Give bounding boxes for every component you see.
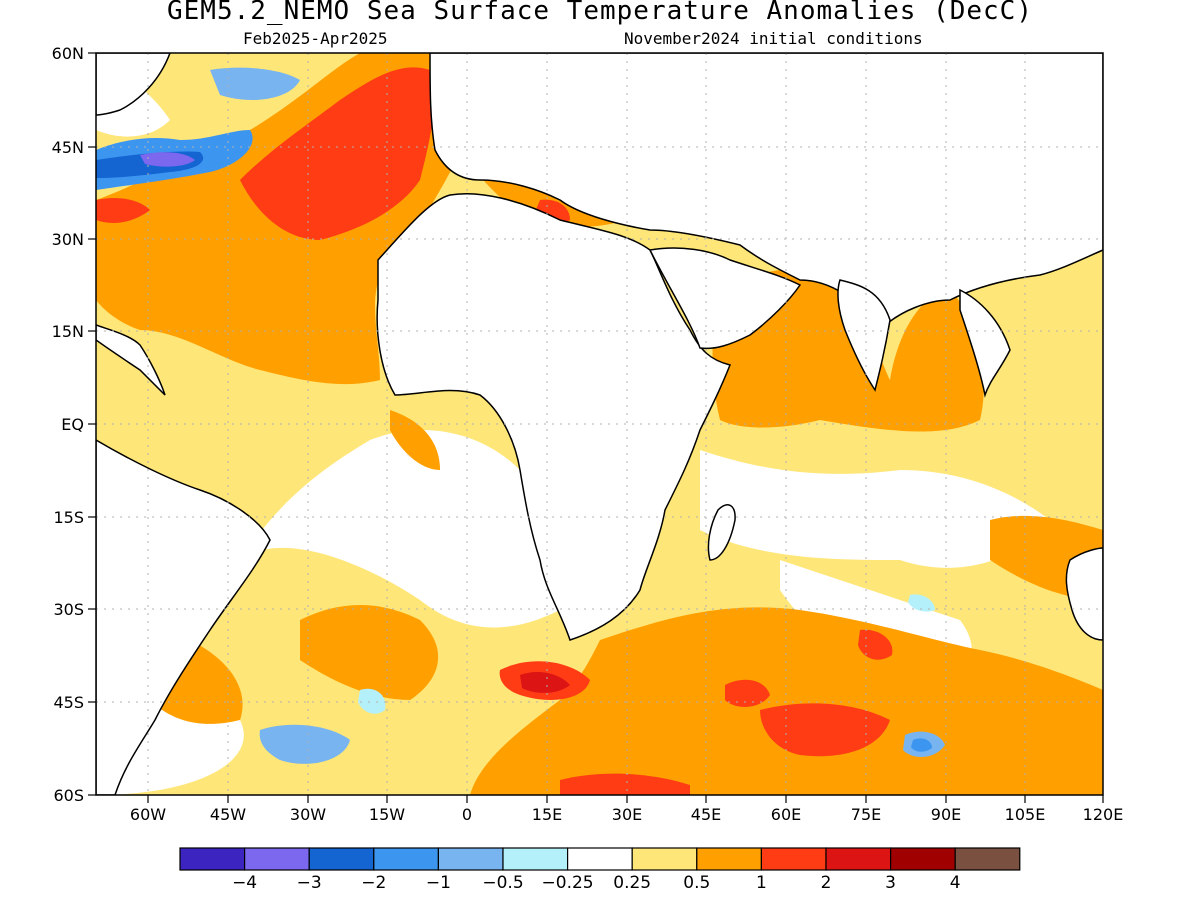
- legend-swatch: [566, 847, 633, 871]
- legend-label: 4: [950, 873, 961, 893]
- lon-label: 45E: [691, 805, 721, 824]
- legend-colorbar: [179, 847, 1021, 871]
- lon-label: 30E: [612, 805, 642, 824]
- legend-label: −4: [232, 873, 257, 893]
- legend-label: 3: [885, 873, 896, 893]
- lat-label: 15S: [53, 508, 84, 527]
- lon-label: 15W: [369, 805, 405, 824]
- legend-swatch: [696, 847, 762, 871]
- lat-label: 45S: [53, 693, 84, 712]
- legend-swatch: [954, 847, 1021, 871]
- legend-swatch: [760, 847, 827, 871]
- lat-label: 15N: [52, 322, 84, 341]
- lon-label: 15E: [532, 805, 562, 824]
- lon-label: 45W: [210, 805, 246, 824]
- lon-label: 75E: [851, 805, 881, 824]
- legend-label: −2: [361, 873, 386, 893]
- lon-label: 60E: [771, 805, 801, 824]
- tick-marks: [88, 52, 1104, 803]
- legend-swatch: [244, 847, 310, 871]
- legend-swatch: [308, 847, 375, 871]
- legend-label: −0.25: [542, 873, 594, 893]
- map-title: GEM5.2_NEMO Sea Surface Temperature Anom…: [167, 0, 1033, 26]
- lat-label: EQ: [61, 415, 84, 434]
- legend-label: 2: [821, 873, 832, 893]
- legend-swatch: [825, 847, 892, 871]
- legend-swatch: [179, 847, 246, 871]
- lat-label: 30N: [52, 230, 84, 249]
- forecast-period: Feb2025-Apr2025: [243, 29, 388, 48]
- legend-label: −0.5: [482, 873, 523, 893]
- legend-label: 1: [756, 873, 767, 893]
- land-masses: [96, 53, 1103, 795]
- legend-swatch: [889, 847, 956, 871]
- initial-conditions: November2024 initial conditions: [624, 29, 923, 48]
- legend-swatch: [502, 847, 569, 871]
- lon-label: 105E: [1005, 805, 1046, 824]
- lon-label: 60W: [130, 805, 166, 824]
- longitude-labels: 60W 45W 30W 15W 0 15E 30E 45E 60E 75E 90…: [130, 805, 1123, 824]
- lat-label: 45N: [52, 138, 84, 157]
- lon-label: 90E: [931, 805, 961, 824]
- lat-label: 30S: [53, 600, 84, 619]
- legend-label: 0.5: [683, 873, 710, 893]
- lon-label: 30W: [290, 805, 326, 824]
- legend-swatch: [437, 847, 504, 871]
- legend-swatch: [373, 847, 439, 871]
- legend-labels: −4 −3 −2 −1 −0.5 −0.25 0.25 0.5 1 2 3 4: [232, 873, 961, 893]
- lat-label: 60N: [52, 44, 84, 63]
- legend-label: −3: [297, 873, 322, 893]
- lat-label: 60S: [53, 786, 84, 805]
- lon-label: 120E: [1083, 805, 1124, 824]
- legend-label: −1: [426, 873, 451, 893]
- legend-swatch: [631, 847, 698, 871]
- latitude-labels: 60N 45N 30N 15N EQ 15S 30S 45S 60S: [52, 44, 84, 805]
- legend-label: 0.25: [613, 873, 651, 893]
- lon-label: 0: [462, 805, 472, 824]
